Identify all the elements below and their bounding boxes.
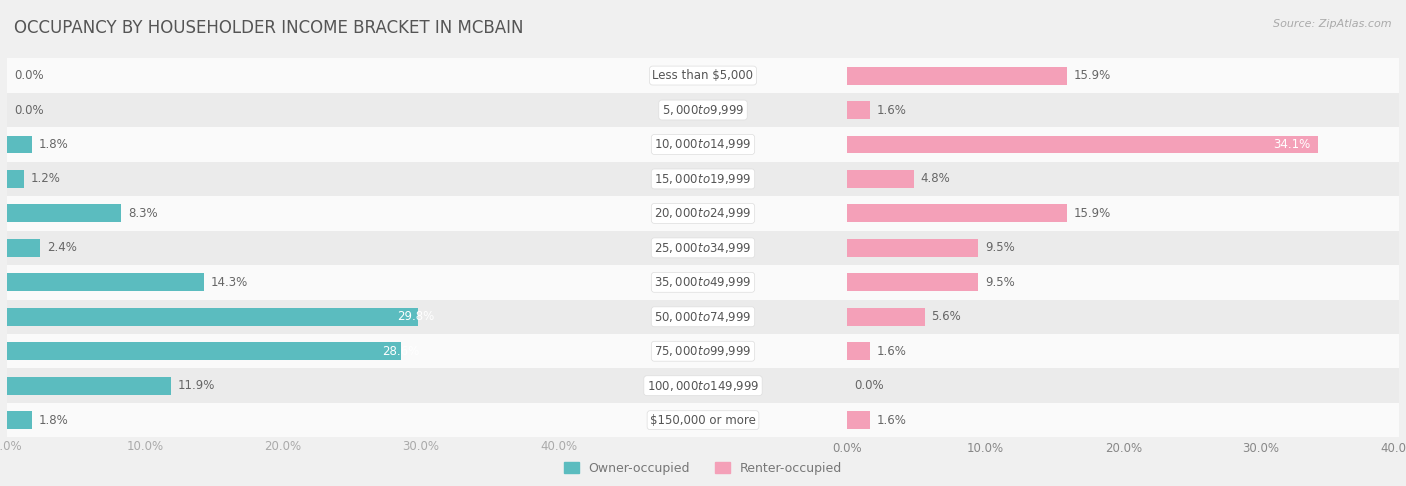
Bar [848,205,1067,223]
Bar [558,299,848,334]
Bar [848,403,1399,437]
Text: $10,000 to $14,999: $10,000 to $14,999 [654,138,752,152]
Text: 1.8%: 1.8% [39,414,69,427]
Bar [7,136,32,154]
Bar [558,196,848,231]
Text: 34.1%: 34.1% [1274,138,1310,151]
Bar [7,170,24,188]
Bar [558,231,848,265]
Bar [848,58,1399,93]
Bar [558,127,848,162]
Bar [7,273,204,291]
Text: 1.6%: 1.6% [876,345,907,358]
Bar [848,136,1317,154]
Bar [848,231,1399,265]
Bar [848,67,1067,85]
Bar [7,299,558,334]
Bar [848,127,1399,162]
Legend: Owner-occupied, Renter-occupied: Owner-occupied, Renter-occupied [558,457,848,480]
Text: 15.9%: 15.9% [1074,207,1111,220]
Bar [7,334,558,368]
Bar [848,368,1399,403]
Bar [7,196,558,231]
Bar [7,205,121,223]
Bar [7,403,558,437]
Bar [7,411,32,429]
Bar [7,93,558,127]
Bar [558,93,848,127]
Text: 0.0%: 0.0% [14,69,44,82]
Bar [558,403,848,437]
Bar [848,196,1399,231]
Text: $35,000 to $49,999: $35,000 to $49,999 [654,276,752,289]
Bar [848,334,1399,368]
Bar [7,377,172,395]
Bar [558,334,848,368]
Text: 1.2%: 1.2% [31,173,60,186]
Bar [7,239,41,257]
Text: $75,000 to $99,999: $75,000 to $99,999 [654,344,752,358]
Text: 29.8%: 29.8% [398,310,434,323]
Text: 8.3%: 8.3% [128,207,157,220]
Bar [7,231,558,265]
Bar [848,101,869,119]
Text: 9.5%: 9.5% [986,242,1015,254]
Text: 5.6%: 5.6% [932,310,962,323]
Text: 1.6%: 1.6% [876,104,907,117]
Text: 1.8%: 1.8% [39,138,69,151]
Bar [848,273,979,291]
Text: 14.3%: 14.3% [211,276,249,289]
Bar [7,265,558,299]
Bar [848,342,869,360]
Text: 0.0%: 0.0% [855,379,884,392]
Text: $100,000 to $149,999: $100,000 to $149,999 [647,379,759,393]
Bar [848,299,1399,334]
Bar [848,239,979,257]
Text: $15,000 to $19,999: $15,000 to $19,999 [654,172,752,186]
Text: 4.8%: 4.8% [921,173,950,186]
Bar [558,265,848,299]
Text: $5,000 to $9,999: $5,000 to $9,999 [662,103,744,117]
Text: OCCUPANCY BY HOUSEHOLDER INCOME BRACKET IN MCBAIN: OCCUPANCY BY HOUSEHOLDER INCOME BRACKET … [14,19,523,37]
Bar [848,170,914,188]
Bar [558,368,848,403]
Bar [7,342,401,360]
Text: 28.6%: 28.6% [381,345,419,358]
Text: 1.6%: 1.6% [876,414,907,427]
Text: 0.0%: 0.0% [14,104,44,117]
Bar [848,162,1399,196]
Bar [7,368,558,403]
Text: 15.9%: 15.9% [1074,69,1111,82]
Text: Less than $5,000: Less than $5,000 [652,69,754,82]
Bar [7,308,418,326]
Text: $25,000 to $34,999: $25,000 to $34,999 [654,241,752,255]
Text: 2.4%: 2.4% [46,242,77,254]
Bar [7,162,558,196]
Text: Source: ZipAtlas.com: Source: ZipAtlas.com [1274,19,1392,30]
Bar [558,58,848,93]
Bar [848,411,869,429]
Bar [848,265,1399,299]
Bar [848,308,925,326]
Text: $50,000 to $74,999: $50,000 to $74,999 [654,310,752,324]
Text: $20,000 to $24,999: $20,000 to $24,999 [654,207,752,220]
Bar [848,93,1399,127]
Bar [7,127,558,162]
Bar [558,162,848,196]
Text: 11.9%: 11.9% [179,379,215,392]
Text: 9.5%: 9.5% [986,276,1015,289]
Text: $150,000 or more: $150,000 or more [650,414,756,427]
Bar [7,58,558,93]
